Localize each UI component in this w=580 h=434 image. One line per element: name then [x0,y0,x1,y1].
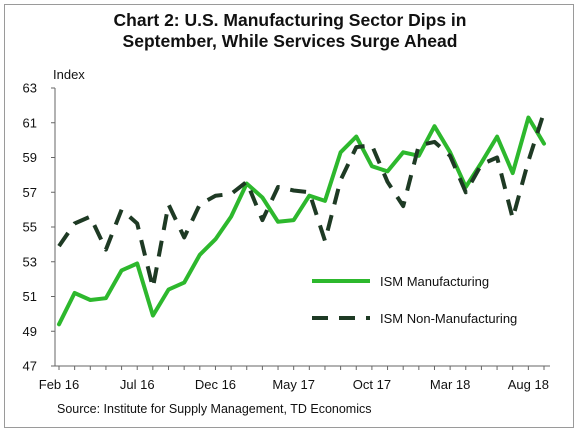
x-tick-label: Feb 16 [39,377,79,392]
x-tick-label: Dec 16 [195,377,236,392]
y-tick-label: 63 [23,81,37,96]
y-tick-label: 57 [23,185,37,200]
x-tick-label: Aug 18 [508,377,549,392]
legend-label-ism-non-manufacturing: ISM Non-Manufacturing [380,311,517,326]
x-tick-label: Oct 17 [353,377,391,392]
y-tick-label: 61 [23,115,37,130]
x-tick-label: Jul 16 [120,377,155,392]
y-tick-label: 51 [23,289,37,304]
y-tick-label: 49 [23,324,37,339]
x-tick-label: Mar 18 [430,377,470,392]
chart-title-line2: September, While Services Surge Ahead [122,31,458,51]
source-note: Source: Institute for Supply Management,… [57,402,372,416]
x-tick-label: May 17 [272,377,315,392]
chart-title-line1: Chart 2: U.S. Manufacturing Sector Dips … [113,10,467,30]
y-axis-unit-label: Index [53,67,85,82]
series-line-ism-non-manufacturing [57,111,546,290]
y-tick-label: 47 [23,359,37,374]
chart-title: Chart 2: U.S. Manufacturing Sector Dips … [0,10,580,52]
y-tick-label: 59 [23,150,37,165]
axes: 47 49 51 53 55 57 59 61 63 Feb 16 Jul 16 Dec 16 May … [23,81,550,392]
series-layer [57,111,546,327]
chart-frame [4,4,574,428]
legend-label-ism-manufacturing: ISM Manufacturing [380,274,489,289]
y-tick-label: 53 [23,254,37,269]
y-tick-label: 55 [23,220,37,235]
legend: ISM Manufacturing ISM Non-Manufacturing [312,274,517,326]
